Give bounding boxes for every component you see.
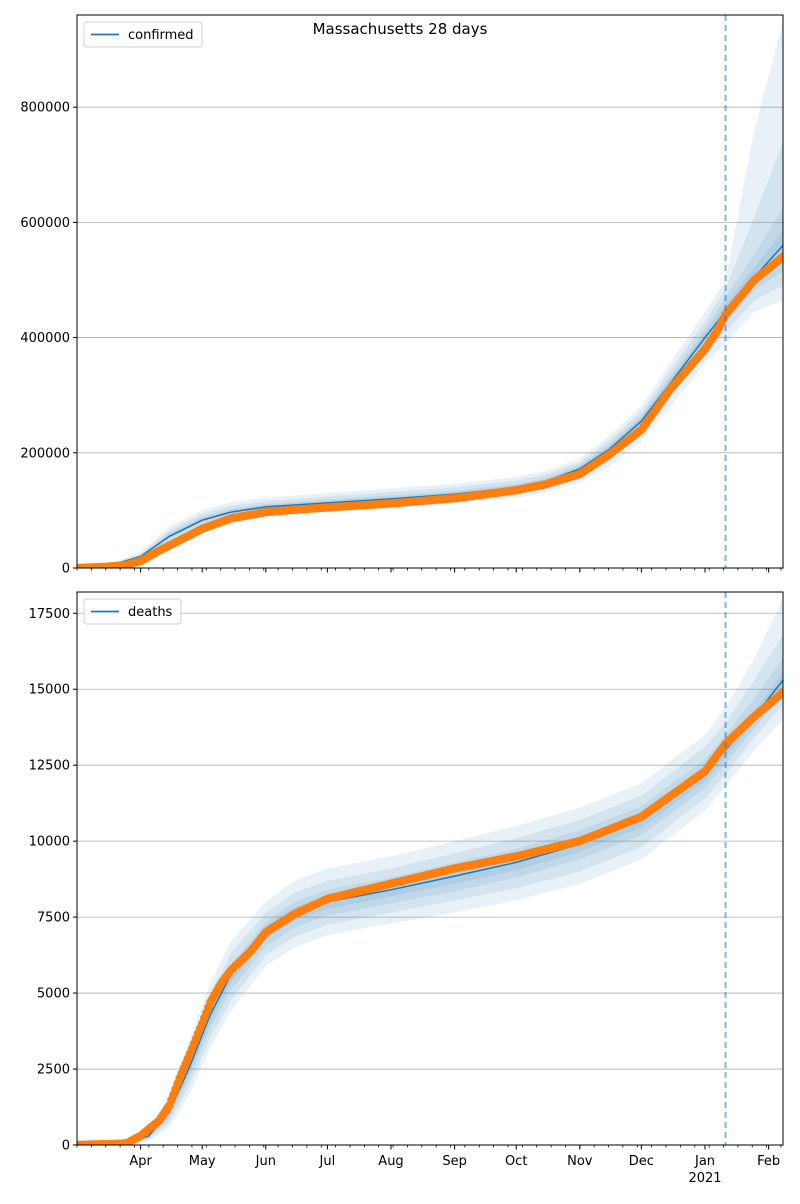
legend-label: deaths [128,605,173,620]
y-tick-label: 800000 [20,101,70,116]
legend-box [83,21,203,48]
plot-area [77,598,783,1145]
y-tick-label: 0 [62,1139,70,1154]
x-tick-label: Feb [757,1154,780,1169]
x-year-label: 2021 [688,1171,721,1186]
axes-frame [76,591,784,1146]
model-line [77,244,783,568]
observed-series [77,252,783,568]
plot-area [77,20,783,568]
x-tick-label: Dec [629,1154,654,1169]
y-tick-label: 17500 [29,607,70,622]
x-tick-label: Sep [442,1154,467,1169]
legend: deaths [83,598,182,625]
deaths-chart: 0 2500 5000 7500 10000 12500 15000 17500 Apr May J… [29,591,784,1186]
x-tick-label: Oct [505,1154,527,1169]
x-tick-label: May [189,1154,216,1169]
y-tick-label: 5000 [37,987,70,1002]
observed-point [778,688,783,697]
y-tick-label: 7500 [37,911,70,926]
axes-frame [76,14,784,569]
legend-label: confirmed [128,28,194,43]
x-tick-label: Nov [567,1154,593,1169]
x-tick-label: Jan [694,1154,715,1169]
confirmed-chart: 0 200000 400000 600000 800000 confirmed [20,14,784,577]
y-tick-label: 600000 [20,216,70,231]
uncertainty-band-4 [77,231,783,568]
legend: confirmed [83,21,203,48]
x-tick-label: Aug [378,1154,403,1169]
observed-series [77,688,783,1145]
uncertainty-band-1 [77,20,783,568]
y-tick-label: 12500 [29,759,70,774]
legend-box [83,598,182,625]
y-tick-label: 200000 [20,446,70,461]
observed-point [778,252,783,262]
y-tick-label: 0 [62,562,70,577]
x-tick-label: Jul [319,1154,336,1169]
y-tick-label: 400000 [20,331,70,346]
y-tick-label: 15000 [29,683,70,698]
uncertainty-band-2 [77,634,783,1145]
x-tick-label: Jun [255,1154,276,1169]
y-tick-label: 2500 [37,1063,70,1078]
y-tick-label: 10000 [29,835,70,850]
x-tick-label: Apr [129,1154,152,1169]
